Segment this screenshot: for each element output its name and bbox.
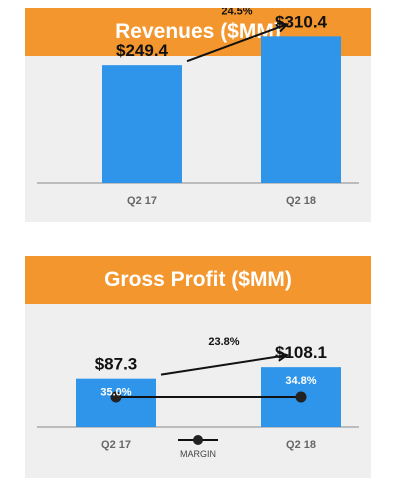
growth-label: 24.5%	[221, 8, 252, 17]
x-tick-label: Q2 17	[127, 195, 157, 207]
revenues-chart: $249.4 Q2 17 $310.4 Q2 18 24.5%	[37, 8, 359, 207]
revenues-panel: Revenues ($MM) $249.4 Q2 17 $310.4 Q2 18 24.…	[25, 8, 371, 222]
growth-label: 23.8%	[208, 336, 239, 348]
x-tick-label: Q2 18	[286, 439, 316, 451]
bar-q2-17	[102, 65, 182, 183]
x-tick-label: Q2 17	[101, 439, 131, 451]
growth-arrow	[160, 354, 288, 376]
bar-value-label: $249.4	[116, 41, 169, 60]
bar-value-label: $108.1	[275, 343, 327, 362]
bar-value-label: $87.3	[95, 355, 138, 374]
growth-arrow-head	[277, 351, 290, 362]
bar-q2-17	[76, 378, 156, 427]
margin-point	[295, 391, 307, 403]
x-tick-label: Q2 18	[286, 195, 316, 207]
legend-label: MARGIN	[180, 449, 216, 459]
bar-q2-18	[261, 36, 341, 183]
growth-arrow-head	[276, 22, 290, 33]
legend-marker	[193, 435, 203, 445]
revenues-title: Revenues ($MM)	[25, 8, 371, 56]
gross-profit-panel: Gross Profit ($MM) $87.3 Q2 17 $108.1 Q2 18…	[25, 256, 371, 478]
margin-value-label: 35.0%	[100, 387, 131, 399]
gross-profit-title: Gross Profit ($MM)	[25, 256, 371, 304]
bar-value-label: $310.4	[275, 12, 328, 31]
growth-arrow	[186, 23, 288, 63]
margin-value-label: 34.8%	[285, 375, 316, 387]
margin-point	[110, 391, 122, 403]
gross-profit-chart: $87.3 Q2 17 $108.1 Q2 18 23.8% 35.0% 34.8% MARG…	[37, 336, 359, 459]
